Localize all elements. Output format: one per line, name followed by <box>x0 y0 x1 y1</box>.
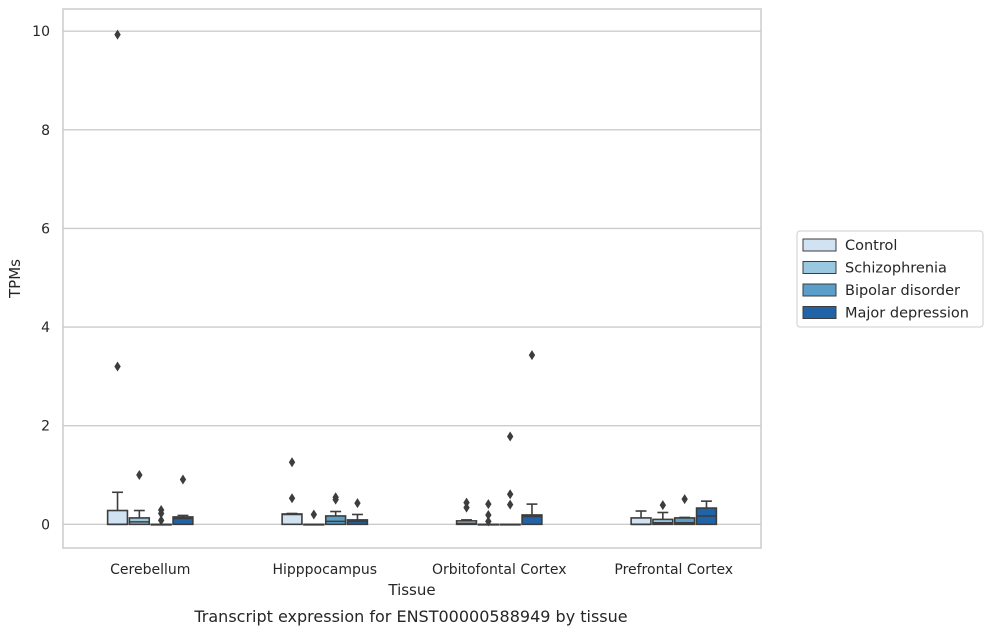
outlier-point <box>528 350 536 361</box>
box-1-1 <box>303 509 325 526</box>
x-tick-label: Prefrontal Cortex <box>614 562 733 578</box>
legend: Control Schizophrenia Bipolar disorder Majo… <box>796 230 984 328</box>
box-2-3 <box>521 350 543 526</box>
outlier-point <box>485 509 492 520</box>
box-iqr <box>673 517 696 526</box>
box-1-0 <box>281 457 303 526</box>
legend-item-2: Bipolar disorder <box>802 283 960 299</box>
box-3-3 <box>695 500 718 526</box>
chart-caption: Transcript expression for ENST0000058894… <box>193 607 627 626</box>
outlier-point <box>288 493 296 504</box>
legend-label: Major depression <box>845 306 969 322</box>
outlier-point <box>114 29 121 40</box>
legend-item-1: Schizophrenia <box>802 261 947 277</box>
box-1-3 <box>346 498 369 526</box>
outlier-point <box>157 515 165 526</box>
box-2-0 <box>455 497 478 526</box>
box-0-3 <box>172 474 194 526</box>
y-axis-label: TPMs <box>6 259 24 299</box>
legend-swatch <box>802 238 837 252</box>
box-iqr <box>521 514 543 526</box>
box-iqr <box>324 515 347 526</box>
box-0-2 <box>150 505 172 526</box>
outlier-point <box>506 489 514 500</box>
y-tick-label: 6 <box>41 221 50 237</box>
legend-item-3: Major depression <box>802 306 969 322</box>
legend-swatch <box>802 283 837 297</box>
outlier-point <box>485 499 492 510</box>
outlier-point <box>354 498 361 509</box>
outlier-point <box>114 361 121 372</box>
y-tick-label: 4 <box>41 320 50 336</box>
y-tick-label: 10 <box>32 24 50 40</box>
y-tick-label: 0 <box>41 517 50 533</box>
outlier-point <box>506 499 514 510</box>
legend-swatch <box>802 306 837 319</box>
outlier-point <box>179 474 187 485</box>
legend-label: Schizophrenia <box>845 261 947 277</box>
plot-frame <box>62 8 762 549</box>
outlier-point <box>681 494 688 505</box>
legend-swatch <box>802 261 837 274</box>
box-2-1 <box>477 499 500 527</box>
outlier-point <box>310 509 318 520</box>
outlier-point <box>136 470 143 481</box>
box-iqr <box>106 509 129 526</box>
box-3-0 <box>630 510 652 526</box>
outlier-point <box>485 516 492 527</box>
x-tick-label: Orbitofontal Cortex <box>432 562 567 578</box>
x-axis-label: Tissue <box>387 581 435 599</box>
outlier-point <box>506 431 514 442</box>
box-0-0 <box>106 29 129 526</box>
box-iqr <box>630 517 652 526</box>
box-0-1 <box>128 470 151 526</box>
legend-item-0: Control <box>802 238 897 254</box>
box-iqr <box>281 513 303 526</box>
box-1-2 <box>324 492 347 526</box>
x-axis-ticks: Cerebellum Hipppocampus Orbitofontal Corte… <box>110 562 733 578</box>
grid-lines <box>63 30 761 525</box>
x-tick-label: Cerebellum <box>110 562 190 578</box>
outlier-point <box>659 500 667 511</box>
outlier-point <box>288 457 296 468</box>
box-3-1 <box>652 500 674 526</box>
box-3-2 <box>673 494 696 526</box>
outlier-point <box>463 497 470 508</box>
y-tick-label: 2 <box>41 419 50 435</box>
box-iqr <box>652 518 674 526</box>
legend-label: Control <box>845 238 897 254</box>
legend-frame <box>796 230 984 328</box>
outlier-point <box>157 505 165 516</box>
box-2-2 <box>499 431 521 526</box>
y-axis-ticks: 0 2 4 6 8 10 <box>32 24 50 533</box>
y-tick-label: 8 <box>41 123 50 139</box>
box-iqr <box>172 516 194 526</box>
legend-label: Bipolar disorder <box>845 283 960 299</box>
x-tick-label: Hipppocampus <box>272 562 377 578</box>
outlier-point <box>332 492 339 503</box>
box-plot-area <box>106 29 718 527</box>
